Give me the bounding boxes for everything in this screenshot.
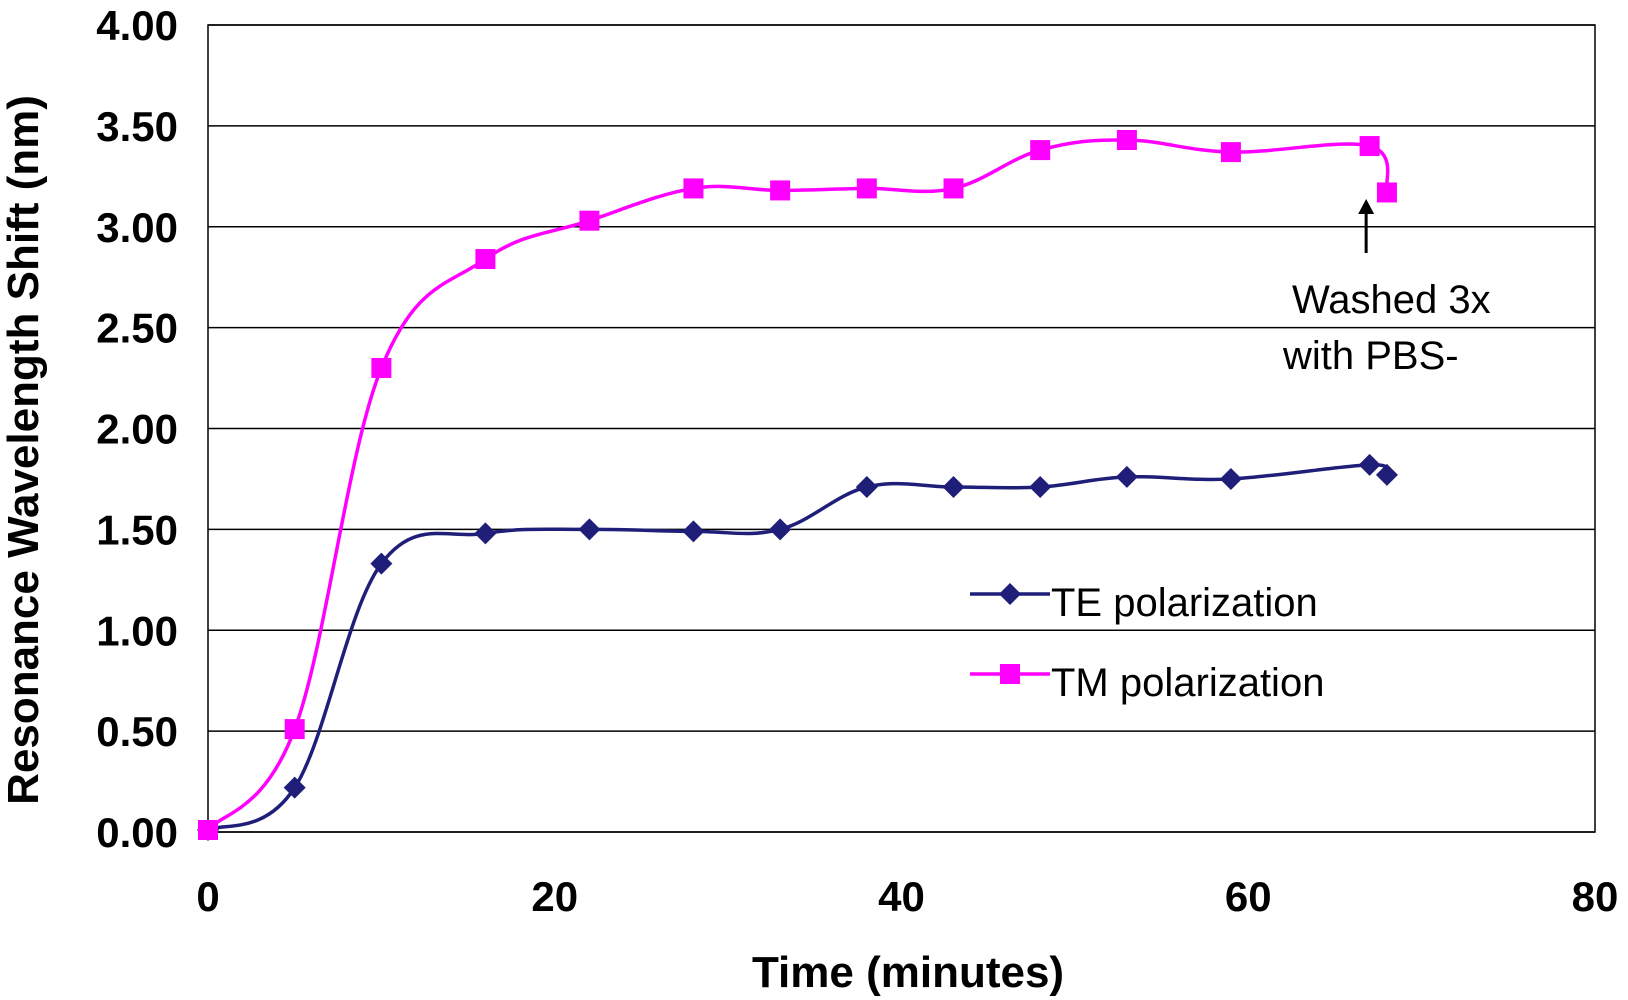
series-1-point-5 [683,178,704,199]
series-1-line [206,138,1390,832]
series-0-point-9 [1029,476,1052,499]
x-tick-label-3: 60 [1225,873,1272,920]
series-0 [197,453,1398,841]
series-1-point-7 [856,178,877,199]
series-0-point-4 [578,518,601,541]
annotation-line-2: with PBS- [1282,334,1459,378]
legend: TE polarization TM polarization [970,581,1324,705]
series-1-point-4 [579,210,600,231]
series-1-point-12 [1359,136,1380,157]
series-1-point-13 [1376,182,1397,203]
legend-marker-1 [1000,664,1020,684]
series-0-point-2 [370,552,393,575]
series-0-point-10 [1115,465,1138,488]
y-tick-label-2: 1.00 [96,607,178,654]
plot-area-border [207,24,1596,833]
series-1-point-6 [770,180,791,201]
y-tick-label-6: 3.00 [96,204,178,251]
gridlines [208,24,1595,833]
series-0-point-12 [1358,453,1381,476]
annotation-line-1: Washed 3x [1292,278,1491,322]
annotation-arrow-head [1358,199,1375,214]
legend-marker-0 [999,583,1021,605]
series-0-point-11 [1219,467,1242,490]
legend-te-label: TE polarization [1051,581,1318,625]
series-0-point-8 [942,476,965,499]
series-1-point-9 [1030,140,1051,161]
series-1-point-11 [1220,142,1241,163]
series-0-point-13 [1375,463,1398,486]
x-tick-label-4: 80 [1572,873,1619,920]
x-tick-label-0: 0 [196,873,219,920]
x-axis-title: Time (minutes) [752,948,1064,997]
legend-tm-sample [970,664,1050,684]
series-0-point-3 [474,522,497,545]
series-1-point-1 [284,719,305,740]
legend-tm-label: TM polarization [1051,661,1324,705]
series-layer [197,129,1398,841]
y-tick-label-1: 0.50 [96,708,178,755]
y-tick-label-5: 2.50 [96,305,178,352]
series-0-point-1 [283,776,306,799]
legend-item-tm: TM polarization [970,661,1324,705]
annotation: Washed 3x with PBS- [1282,199,1491,378]
x-tick-label-2: 40 [878,873,925,920]
series-0-point-6 [769,518,792,541]
legend-item-te: TE polarization [970,581,1318,625]
y-tick-label-7: 3.50 [96,103,178,150]
series-0-point-5 [682,520,705,543]
series-1-point-2 [371,357,392,378]
y-tick-label-0: 0.00 [96,809,178,856]
legend-te-sample [970,583,1050,605]
x-tick-label-1: 20 [531,873,578,920]
y-tick-label-3: 1.50 [96,506,178,553]
y-tick-label-8: 4.00 [96,2,178,49]
series-1-point-10 [1116,129,1137,150]
series-1-point-3 [475,249,496,270]
series-0-point-7 [855,476,878,499]
series-1 [198,129,1397,840]
series-1-point-0 [198,819,218,840]
series-1-point-8 [943,178,964,199]
axes: 0.00 0.50 1.00 1.50 2.00 2.50 3.00 3.50 4.00 0 20 4… [96,2,1618,920]
y-tick-label-4: 2.00 [96,406,178,453]
y-axis-title: Resonance Wavelength Shift (nm) [0,95,48,805]
series-0-line [207,463,1390,832]
